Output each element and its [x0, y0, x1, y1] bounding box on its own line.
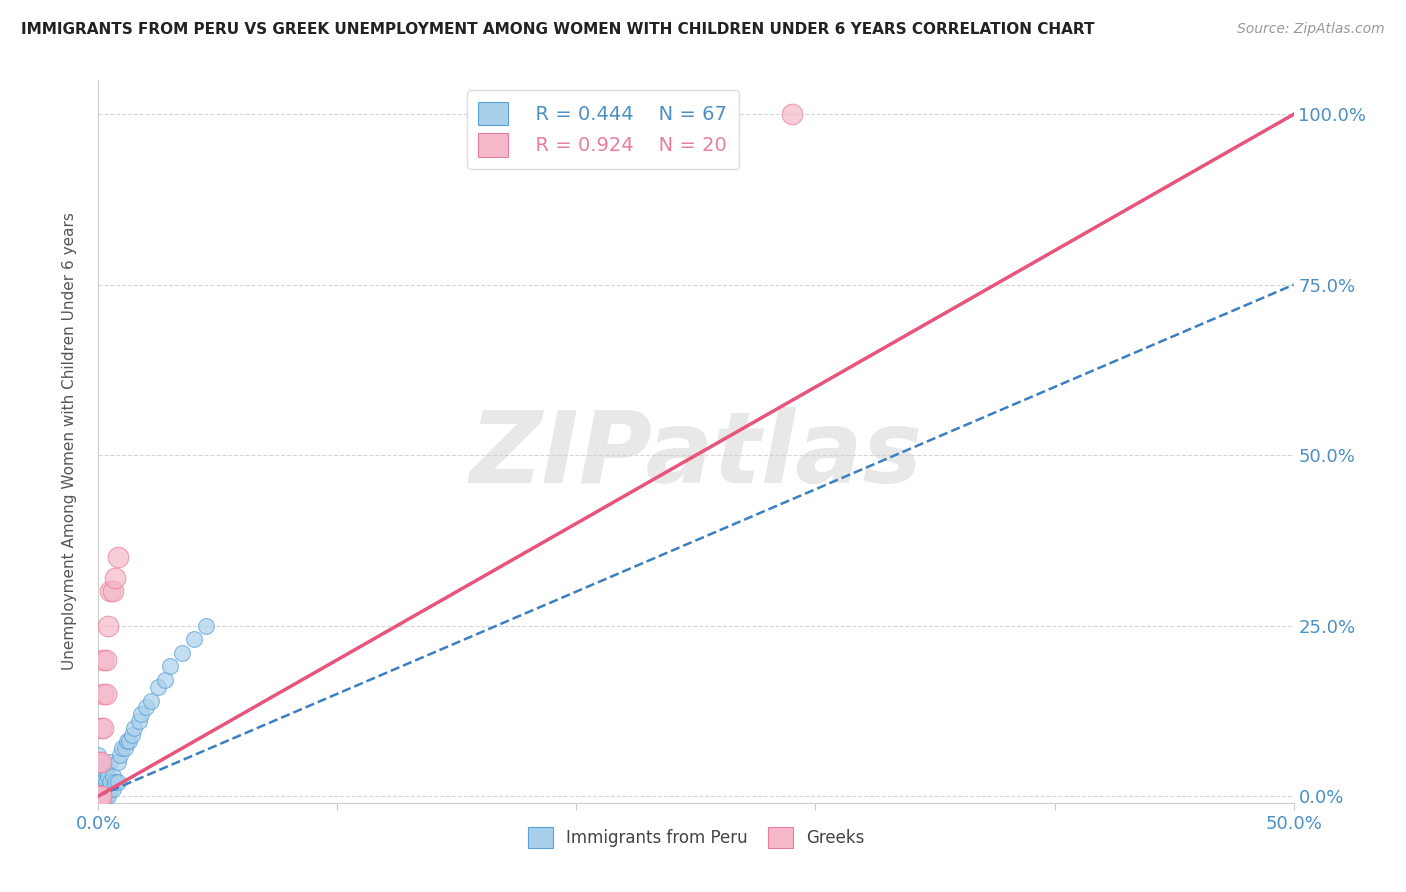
Point	[131, 707, 153, 722]
Point	[91, 721, 114, 735]
Point	[90, 755, 112, 769]
Point	[97, 768, 120, 782]
Point	[91, 782, 114, 797]
Text: IMMIGRANTS FROM PERU VS GREEK UNEMPLOYMENT AMONG WOMEN WITH CHILDREN UNDER 6 YEA: IMMIGRANTS FROM PERU VS GREEK UNEMPLOYME…	[21, 22, 1095, 37]
Point	[94, 653, 117, 667]
Point	[114, 741, 136, 756]
Point	[87, 768, 110, 782]
Point	[87, 789, 110, 803]
Point	[87, 789, 110, 803]
Legend: Immigrants from Peru, Greeks: Immigrants from Peru, Greeks	[519, 819, 873, 856]
Point	[87, 789, 110, 803]
Point	[90, 775, 112, 789]
Y-axis label: Unemployment Among Women with Children Under 6 years: Unemployment Among Women with Children U…	[62, 212, 77, 671]
Text: ZIPatlas: ZIPatlas	[470, 408, 922, 505]
Point	[90, 789, 112, 803]
Point	[87, 775, 110, 789]
Point	[101, 768, 124, 782]
Point	[94, 782, 117, 797]
Point	[87, 789, 110, 803]
Point	[94, 775, 117, 789]
Point	[97, 618, 120, 632]
Point	[97, 782, 120, 797]
Text: Source: ZipAtlas.com: Source: ZipAtlas.com	[1237, 22, 1385, 37]
Point	[87, 762, 110, 776]
Point	[87, 789, 110, 803]
Point	[107, 550, 129, 565]
Point	[104, 571, 127, 585]
Point	[91, 775, 114, 789]
Point	[87, 782, 110, 797]
Point	[94, 762, 117, 776]
Point	[87, 789, 110, 803]
Point	[87, 789, 110, 803]
Point	[87, 789, 110, 803]
Point	[115, 734, 138, 748]
Point	[87, 789, 110, 803]
Point	[148, 680, 170, 694]
Point	[87, 789, 110, 803]
Point	[139, 693, 162, 707]
Point	[87, 782, 110, 797]
Point	[90, 782, 112, 797]
Point	[104, 775, 127, 789]
Point	[91, 653, 114, 667]
Point	[90, 789, 112, 803]
Point	[90, 755, 112, 769]
Point	[98, 782, 122, 797]
Point	[87, 789, 110, 803]
Point	[107, 755, 129, 769]
Point	[128, 714, 150, 728]
Point	[87, 789, 110, 803]
Point	[90, 789, 112, 803]
Point	[135, 700, 157, 714]
Point	[87, 789, 110, 803]
Point	[183, 632, 205, 647]
Point	[124, 721, 146, 735]
Point	[101, 782, 124, 797]
Point	[91, 782, 114, 797]
Point	[121, 728, 143, 742]
Point	[90, 789, 112, 803]
Point	[91, 687, 114, 701]
Point	[91, 789, 114, 803]
Point	[90, 721, 112, 735]
Point	[87, 789, 110, 803]
Point	[98, 775, 122, 789]
Point	[91, 762, 114, 776]
Point	[90, 782, 112, 797]
Point	[111, 741, 134, 756]
Point	[101, 584, 124, 599]
Point	[87, 748, 110, 763]
Point	[94, 782, 117, 797]
Point	[195, 618, 218, 632]
Point	[118, 734, 141, 748]
Point	[97, 789, 120, 803]
Point	[87, 789, 110, 803]
Point	[780, 107, 803, 121]
Point	[94, 789, 117, 803]
Point	[108, 748, 131, 763]
Point	[90, 768, 112, 782]
Point	[98, 584, 122, 599]
Point	[91, 789, 114, 803]
Point	[94, 687, 117, 701]
Point	[87, 789, 110, 803]
Point	[90, 789, 112, 803]
Point	[172, 646, 194, 660]
Point	[87, 775, 110, 789]
Point	[98, 755, 122, 769]
Point	[87, 755, 110, 769]
Point	[159, 659, 181, 673]
Point	[155, 673, 177, 687]
Point	[87, 789, 110, 803]
Point	[107, 775, 129, 789]
